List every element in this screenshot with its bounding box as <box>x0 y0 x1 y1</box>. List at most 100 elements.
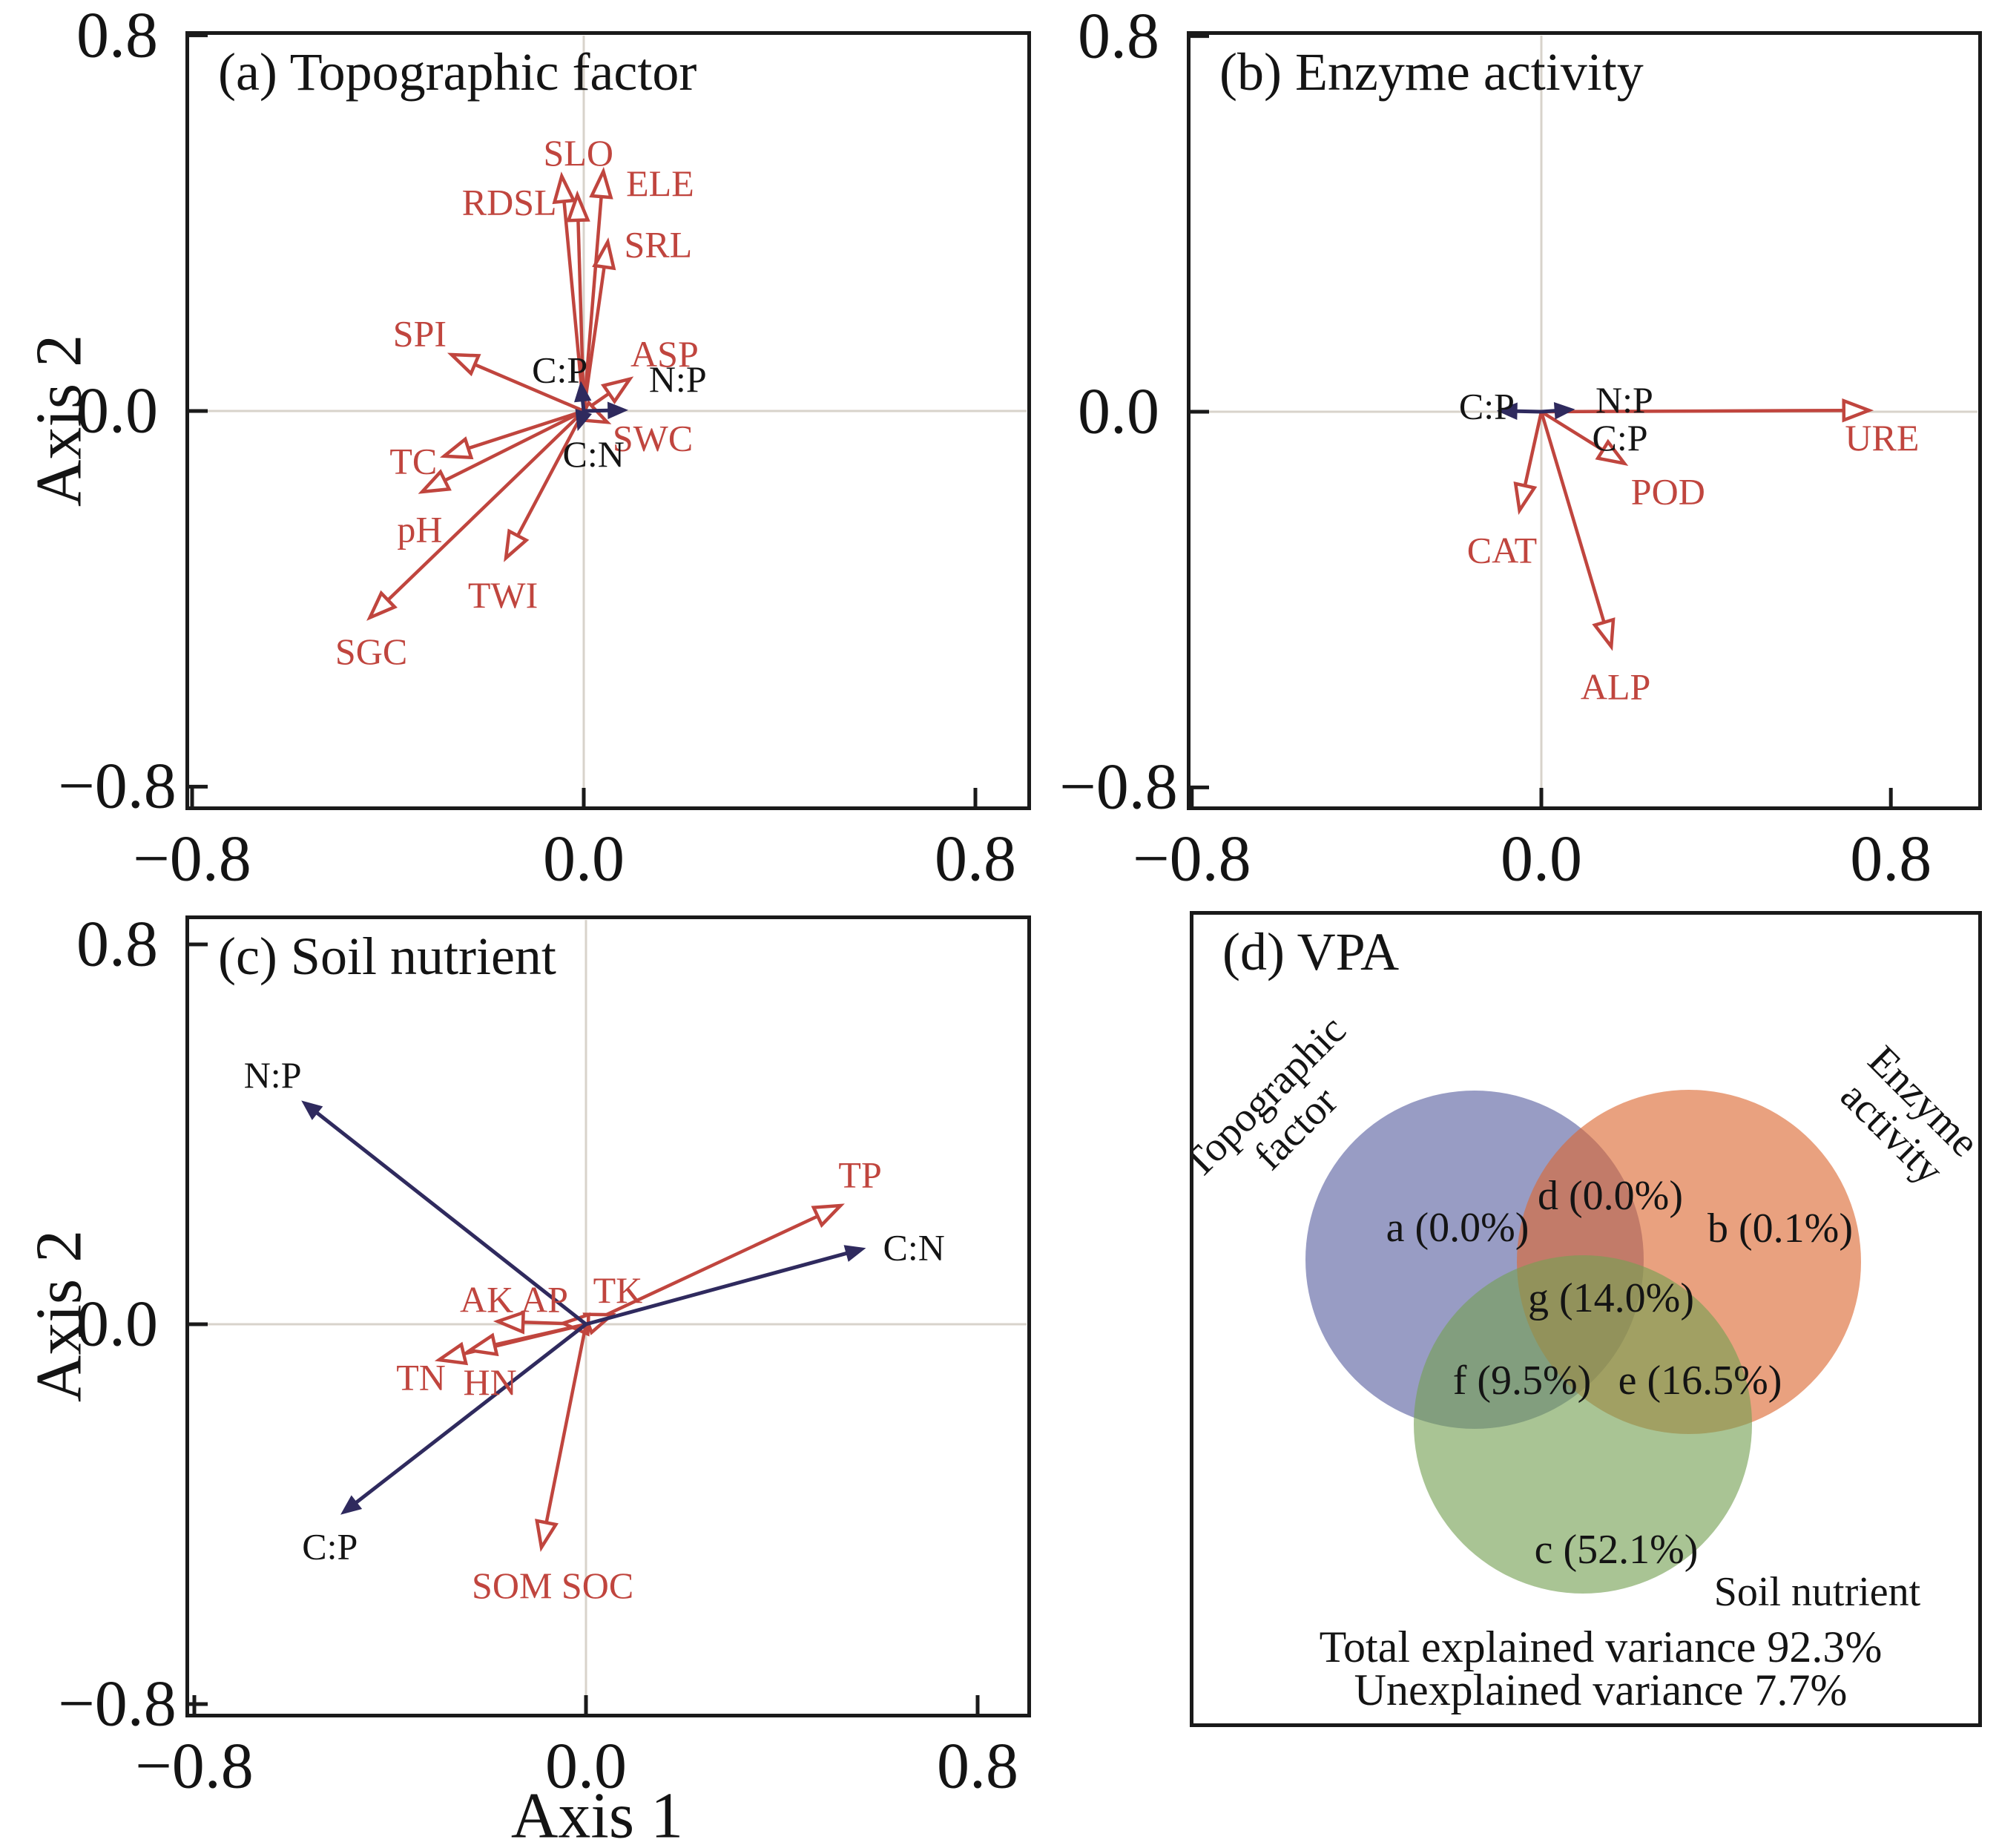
arrow-N:P <box>583 401 629 420</box>
arrow-label-TWI: TWI <box>468 574 538 616</box>
y-tick-label-b-0: −0.8 <box>1059 751 1178 823</box>
arrow-label-RDSL: RDSL <box>462 181 557 223</box>
x-tick-label-a-2: 0.8 <box>935 823 1016 895</box>
arrow-label-SPI: SPI <box>393 313 447 355</box>
arrow-SGC <box>366 410 585 621</box>
venn-region-d: d (0.0%) <box>1538 1173 1683 1219</box>
arrow-label-CAT: CAT <box>1467 530 1537 571</box>
venn-region-g: g (14.0%) <box>1528 1275 1694 1321</box>
y-tick-label-a-0: −0.8 <box>58 750 177 823</box>
y-tick-label-a-2: 0.8 <box>76 0 158 72</box>
y-tick-label-c-2: 0.8 <box>76 908 158 981</box>
venn-region-c: c (52.1%) <box>1535 1527 1699 1573</box>
arrow-URE <box>1541 398 1874 423</box>
arrow-SPI <box>447 352 584 413</box>
arrow-label-ASP: ASP <box>630 333 699 375</box>
venn-region-e: e (16.5%) <box>1618 1358 1782 1404</box>
arrow-label-SWC: SWC <box>613 418 693 459</box>
arrow-label-HN: HN <box>464 1361 517 1403</box>
x-tick-label-b-0: −0.8 <box>1132 823 1251 895</box>
extra-label-b-0: C:P <box>1592 417 1647 458</box>
x-tick-label-a-1: 0.0 <box>543 823 625 895</box>
arrow-label-URE: URE <box>1845 417 1919 458</box>
x-tick-label-c-1: 0.0 <box>545 1730 627 1803</box>
panel-c-title: (c) Soil nutrient <box>218 927 556 986</box>
arrow-label-TK: TK <box>593 1269 643 1311</box>
y-tick-label-b-1: 0.0 <box>1078 375 1159 448</box>
arrow-label-C:N: C:N <box>563 433 625 475</box>
venn-region-f: f (9.5%) <box>1453 1358 1592 1404</box>
arrow-label-C:P: C:P <box>1459 385 1515 427</box>
arrow-label-SGC: SGC <box>335 631 407 672</box>
y-tick-label-b-2: 0.8 <box>1078 0 1159 73</box>
arrow-label-TP: TP <box>838 1154 881 1195</box>
arrow-C:P <box>1496 402 1542 421</box>
arrow-TWI <box>504 410 585 562</box>
panel-b-title: (b) Enzyme activity <box>1219 42 1644 102</box>
venn-region-b: b (0.1%) <box>1707 1206 1853 1252</box>
arrow-N:P <box>301 1100 587 1326</box>
arrow-TP <box>585 1203 845 1326</box>
x-tick-label-c-0: −0.8 <box>135 1730 254 1803</box>
arrow-SLO <box>566 190 590 412</box>
arrow-POD <box>1540 410 1629 466</box>
arrow-label-pH: pH <box>397 509 442 550</box>
arrow-RDSL <box>552 171 586 412</box>
arrow-label-SRL: SRL <box>624 223 692 265</box>
x-tick-label-b-1: 0.0 <box>1501 823 1582 895</box>
arrow-pH <box>418 409 585 494</box>
arrow-C:P <box>574 381 592 412</box>
extra-label-c-1: SOM SOC <box>472 1565 633 1606</box>
arrow-ALP <box>1539 411 1616 651</box>
axis1-label: Axis 1 <box>510 1780 684 1848</box>
arrow-C:P <box>340 1323 587 1515</box>
y-tick-label-c-0: −0.8 <box>58 1668 177 1740</box>
arrow-label-POD: POD <box>1631 471 1705 513</box>
arrow-TC <box>439 409 584 460</box>
arrow-C:N <box>575 409 593 432</box>
venn-region-a: a (0.0%) <box>1386 1205 1529 1251</box>
panel-d-title: (d) VPA <box>1222 922 1400 981</box>
y-tick-label-a-1: 0.0 <box>76 375 158 447</box>
panel-c-plot: TP TK TN HN N:P C:N C:P AK AP SOM SOC <box>185 915 1031 1717</box>
panel-c-border <box>185 915 1031 1717</box>
arrow-label-C:P: C:P <box>532 349 587 390</box>
panel-a-border <box>185 31 1031 810</box>
panel-d-venn: a (0.0%) b (0.1%) c (52.1%) d (0.0%) e (16.5… <box>1190 911 1982 1727</box>
arrow-label-ELE: ELE <box>626 162 694 204</box>
vpa-unexplained-variance-text: Unexplained variance 7.7% <box>1354 1665 1848 1714</box>
panel-b: (b) Enzyme activity URE POD CAT ALP C:P N:P C:… <box>1187 31 1982 810</box>
x-tick-label-a-0: −0.8 <box>133 823 251 895</box>
arrow-label-C:N: C:N <box>883 1226 945 1268</box>
arrow-label-ALP: ALP <box>1581 665 1650 707</box>
arrow-label-C:P: C:P <box>302 1526 358 1568</box>
venn-set-label-soil: Soil nutrient <box>1714 1569 1921 1615</box>
arrow-CAT <box>1513 411 1544 516</box>
extra-label-c-0: AK AP <box>460 1279 568 1321</box>
arrow-label-N:P: N:P <box>1595 379 1653 421</box>
arrow-label-TC: TC <box>389 441 437 482</box>
arrow-C:N <box>585 1245 866 1326</box>
x-tick-label-c-2: 0.8 <box>937 1730 1018 1803</box>
arrow-label-N:P: N:P <box>649 358 707 400</box>
panel-a-title: (a) Topographic factor <box>218 42 697 102</box>
arrow-ELE <box>582 166 613 412</box>
arrow-label-TN: TN <box>396 1357 446 1398</box>
vpa-total-variance-text: Total explained variance 92.3% <box>1319 1622 1883 1671</box>
x-tick-label-b-2: 0.8 <box>1850 823 1932 895</box>
venn-circle-soil <box>1414 1255 1752 1594</box>
panel-a-plot: SLO RDSL ELE SRL SPI ASP SWC TC pH TWI SGC C:P N:P C:… <box>185 31 1031 810</box>
panel-b-border <box>1187 31 1982 810</box>
arrow-SRL <box>582 237 616 412</box>
arrow-N:P <box>1541 402 1575 420</box>
y-tick-label-c-1: 0.0 <box>76 1288 158 1361</box>
arrow-label-SLO: SLO <box>544 132 613 174</box>
venn-set-label-enzyme: Enzymeactivity <box>1828 1037 1982 1197</box>
panel-a: (a) Topographic factor SLO RDSL ELE SRL SPI A… <box>185 31 1031 810</box>
arrow-SOM-SOC <box>535 1323 588 1552</box>
arrow-label-N:P: N:P <box>244 1054 302 1096</box>
panel-d: (d) VPA Total explained variance 92.3% U… <box>1190 911 1982 1727</box>
panel-c: (c) Soil nutrient TP TK TN HN N:P C:N C:P AK AP… <box>185 915 1031 1717</box>
